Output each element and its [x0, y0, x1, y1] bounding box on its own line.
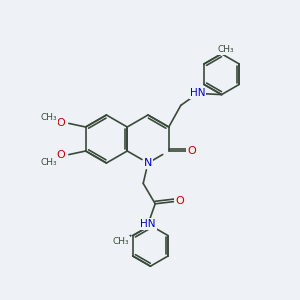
Text: O: O	[56, 118, 65, 128]
Text: O: O	[56, 150, 65, 160]
Text: CH₃: CH₃	[40, 158, 57, 167]
Text: O: O	[175, 196, 184, 206]
Text: HN: HN	[190, 88, 205, 98]
Text: HN: HN	[140, 219, 156, 229]
Text: N: N	[144, 158, 152, 168]
Text: CH₃: CH₃	[40, 113, 57, 122]
Text: O: O	[188, 146, 196, 156]
Text: CH₃: CH₃	[217, 45, 234, 54]
Text: CH₃: CH₃	[112, 237, 129, 246]
